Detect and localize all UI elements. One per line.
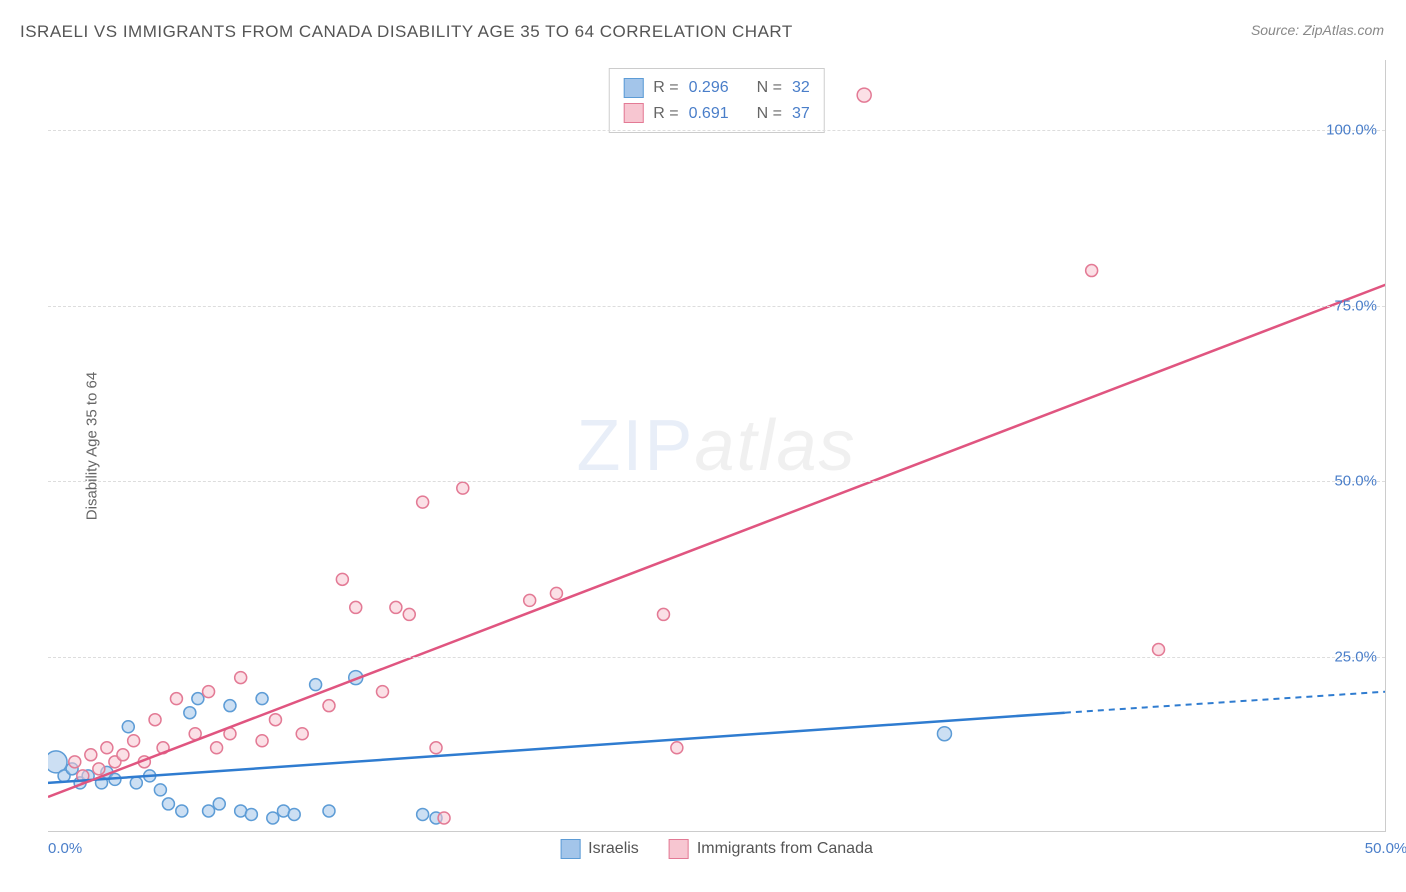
n-value-0: 32 (792, 75, 810, 101)
legend-item-0: Israelis (560, 839, 639, 859)
legend-bottom: Israelis Immigrants from Canada (560, 839, 873, 859)
legend-label-0: Israelis (588, 840, 639, 858)
chart-title: ISRAELI VS IMMIGRANTS FROM CANADA DISABI… (20, 22, 793, 42)
r-value-0: 0.296 (689, 75, 729, 101)
stats-legend: R = 0.296 N = 32 R = 0.691 N = 37 (608, 68, 825, 133)
n-value-1: 37 (792, 101, 810, 127)
legend-item-1: Immigrants from Canada (669, 839, 873, 859)
x-tick-label: 50.0% (1365, 840, 1406, 857)
x-tick-label: 0.0% (48, 840, 82, 857)
y-tick-label: 75.0% (1334, 297, 1377, 314)
chart-svg (48, 60, 1385, 831)
y-tick-label: 100.0% (1326, 122, 1377, 139)
stats-row-0: R = 0.296 N = 32 (623, 75, 810, 101)
stats-row-1: R = 0.691 N = 37 (623, 101, 810, 127)
source-attribution: Source: ZipAtlas.com (1251, 22, 1384, 38)
legend-swatch-1 (669, 839, 689, 859)
swatch-pink (623, 103, 643, 123)
legend-swatch-0 (560, 839, 580, 859)
y-tick-label: 50.0% (1334, 473, 1377, 490)
legend-label-1: Immigrants from Canada (697, 840, 873, 858)
r-value-1: 0.691 (689, 101, 729, 127)
plot-area: ZIPatlas R = 0.296 N = 32 R = 0.691 N = … (48, 60, 1386, 832)
y-tick-label: 25.0% (1334, 648, 1377, 665)
swatch-blue (623, 78, 643, 98)
